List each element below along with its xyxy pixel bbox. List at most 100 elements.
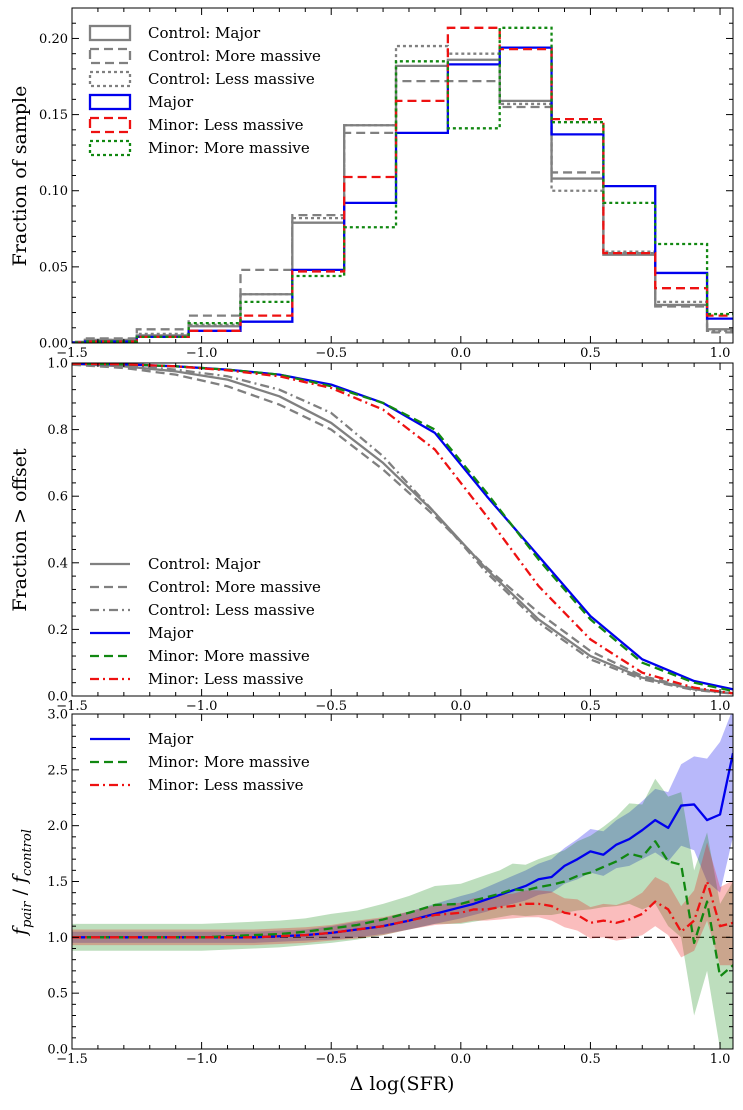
cumulative-ticks: −1.5 −1.0 −0.5 0.0 0.5 1.0 0.0 0.2 0.4 0.6 0.8 1.0 bbox=[47, 357, 733, 714]
ratio-y-tick-label: 2.5 bbox=[47, 763, 68, 778]
legend-swatch bbox=[88, 47, 132, 65]
cumulative-x-tick-label: −1.5 bbox=[56, 699, 88, 714]
legend-entry-minor-less-massive: Minor: Less massive bbox=[90, 776, 304, 794]
legend-label: Minor: Less massive bbox=[148, 776, 304, 794]
legend-swatch bbox=[88, 93, 132, 111]
ratio-y-tick-label: 0.5 bbox=[47, 987, 68, 1002]
legend-label: Major bbox=[148, 93, 194, 111]
cumulative-axes-frame bbox=[71, 362, 734, 697]
histogram-x-tick-label: 1.0 bbox=[710, 346, 731, 361]
ratio-ylabel-sub-control: control bbox=[20, 829, 35, 876]
ratio-y-tick-label: 1.5 bbox=[47, 875, 68, 890]
histogram-x-tick-label: 0.5 bbox=[580, 346, 601, 361]
legend-entry-control-major: Control: Major bbox=[88, 24, 261, 42]
ratio-legend: Major Minor: More massive Minor: Less mass… bbox=[90, 730, 310, 794]
legend-label: Minor: Less massive bbox=[148, 670, 304, 688]
ratio-panel: −1.5 −1.0 −0.5 0.0 0.5 1.0 0.0 0.5 1.0 1.5 2.0 2.5 3… bbox=[9, 708, 734, 1067]
histogram-y-tick-label: 0.00 bbox=[39, 337, 68, 352]
legend-label: Control: Less massive bbox=[148, 70, 315, 88]
ratio-ylabel-sep: / bbox=[9, 883, 31, 901]
ratio-x-tick-label: −0.5 bbox=[315, 1052, 347, 1067]
cumulative-y-tick-label: 0.2 bbox=[47, 623, 68, 638]
legend-label: Minor: More massive bbox=[148, 753, 310, 771]
histogram-step-minor-more-massive bbox=[72, 26, 733, 343]
legend-entry-control-more-massive: Control: More massive bbox=[88, 47, 321, 65]
legend-label: Control: Major bbox=[148, 555, 261, 573]
legend-label: Control: Major bbox=[148, 24, 261, 42]
ratio-x-tick-label: −1.0 bbox=[186, 1052, 218, 1067]
histogram-y-tick-label: 0.10 bbox=[39, 184, 68, 199]
legend-label: Control: More massive bbox=[148, 47, 321, 65]
legend-swatch bbox=[88, 24, 132, 42]
legend-swatch bbox=[88, 116, 132, 134]
cumulative-x-tick-label: 0.0 bbox=[450, 699, 471, 714]
cumulative-panel: −1.5 −1.0 −0.5 0.0 0.5 1.00.00.20.40.60.81.0 … bbox=[9, 357, 734, 714]
histogram-x-tick-label: −1.5 bbox=[56, 346, 88, 361]
cumulative-line-control-more-massive bbox=[72, 363, 733, 695]
ratio-x-tick-label: 0.5 bbox=[580, 1052, 601, 1067]
cumulative-y-axis-label: Fraction > offset bbox=[9, 448, 31, 612]
cumulative-x-tick-label: −0.5 bbox=[315, 699, 347, 714]
legend-entry-minor-less-massive: Minor: Less massive bbox=[88, 116, 304, 134]
cumulative-y-tick-label: 0.4 bbox=[47, 556, 68, 571]
cumulative-legend: Control: Major Control: More massive Contr… bbox=[90, 555, 321, 688]
ratio-ylabel-sub-pair: pair bbox=[20, 901, 35, 928]
cumulative-y-tick-label: 0.0 bbox=[47, 690, 68, 705]
x-axis-label: Δ log(SFR) bbox=[350, 1073, 455, 1095]
legend-label: Minor: More massive bbox=[148, 139, 310, 157]
legend-entry-major: Major bbox=[88, 93, 194, 111]
legend-entry-minor-less-massive: Minor: Less massive bbox=[90, 670, 304, 688]
legend-entry-minor-more-massive: Minor: More massive bbox=[88, 139, 310, 157]
ratio-band-minor-more-massive bbox=[72, 778, 733, 1049]
cumulative-y-tick-label: 0.6 bbox=[47, 490, 68, 505]
cumulative-plot-area bbox=[72, 363, 733, 695]
legend-swatch bbox=[88, 70, 132, 88]
histogram-x-tick-label: 0.0 bbox=[450, 346, 471, 361]
cumulative-x-tick-label: 1.0 bbox=[710, 699, 731, 714]
ratio-plot-area bbox=[72, 714, 733, 1049]
histogram-plot-area bbox=[72, 26, 733, 343]
histogram-y-tick-label: 0.05 bbox=[39, 260, 68, 275]
histogram-step-control-more-massive bbox=[72, 79, 733, 343]
ratio-band-minor-less-massive bbox=[72, 842, 733, 966]
histogram-x-tick-label: −1.0 bbox=[186, 346, 218, 361]
ratio-line-minor-less-massive bbox=[72, 880, 733, 939]
ratio-y-tick-label: 2.0 bbox=[47, 819, 68, 834]
ratio-x-tick-label: −1.5 bbox=[56, 1052, 88, 1067]
legend-swatch bbox=[88, 139, 132, 157]
ratio-y-tick-label: 0.0 bbox=[47, 1043, 68, 1058]
legend-label: Major bbox=[148, 730, 194, 748]
ratio-x-tick-label: 1.0 bbox=[710, 1052, 731, 1067]
ratio-ylabel-f1: f bbox=[9, 925, 31, 937]
legend-label: Control: More massive bbox=[148, 578, 321, 596]
cumulative-line-minor-less-massive bbox=[72, 363, 733, 695]
ratio-ticks: −1.5 −1.0 −0.5 0.0 0.5 1.0 0.0 0.5 1.0 1.5 2.0 2.5 3… bbox=[47, 708, 733, 1067]
ratio-x-tick-label: 0.0 bbox=[450, 1052, 471, 1067]
ratio-y-axis-label: fpair / fcontrol bbox=[9, 829, 35, 937]
legend-label: Control: Less massive bbox=[148, 601, 315, 619]
cumulative-line-minor-more-massive bbox=[72, 363, 733, 693]
histogram-y-axis-label: Fraction of sample bbox=[9, 86, 31, 267]
legend-entry-minor-more-massive: Minor: More massive bbox=[90, 647, 310, 665]
histogram-step-control-less-massive bbox=[72, 44, 733, 343]
legend-entry-control-less-massive: Control: Less massive bbox=[88, 70, 315, 88]
histogram-y-tick-label: 0.15 bbox=[39, 108, 68, 123]
histogram-x-tick-label: −0.5 bbox=[315, 346, 347, 361]
histogram-legend: Control: Major Control: More massive Contr… bbox=[88, 24, 321, 157]
legend-label: Minor: More massive bbox=[148, 647, 310, 665]
cumulative-y-tick-label: 0.8 bbox=[47, 423, 68, 438]
cumulative-y-tick-label: 1.0 bbox=[47, 357, 68, 372]
ratio-y-tick-label: 1.0 bbox=[47, 931, 68, 946]
legend-entry-control-less-massive: Control: Less massive bbox=[90, 601, 315, 619]
ratio-ylabel-f2: f bbox=[9, 873, 31, 885]
legend-entry-control-major: Control: Major bbox=[90, 555, 261, 573]
histogram-panel: −1.5 −1.0 −0.5 0.0 0.5 1.0 0.00 0.05 0.10 0.15 0.2… bbox=[9, 7, 734, 361]
histogram-y-tick-label: 0.20 bbox=[39, 32, 68, 47]
histogram-step-control-major bbox=[72, 58, 733, 343]
legend-entry-control-more-massive: Control: More massive bbox=[90, 578, 321, 596]
legend-entry-major: Major bbox=[90, 730, 194, 748]
legend-label: Minor: Less massive bbox=[148, 116, 304, 134]
histogram-step-major bbox=[72, 46, 733, 343]
ratio-y-tick-label: 3.0 bbox=[47, 708, 68, 723]
